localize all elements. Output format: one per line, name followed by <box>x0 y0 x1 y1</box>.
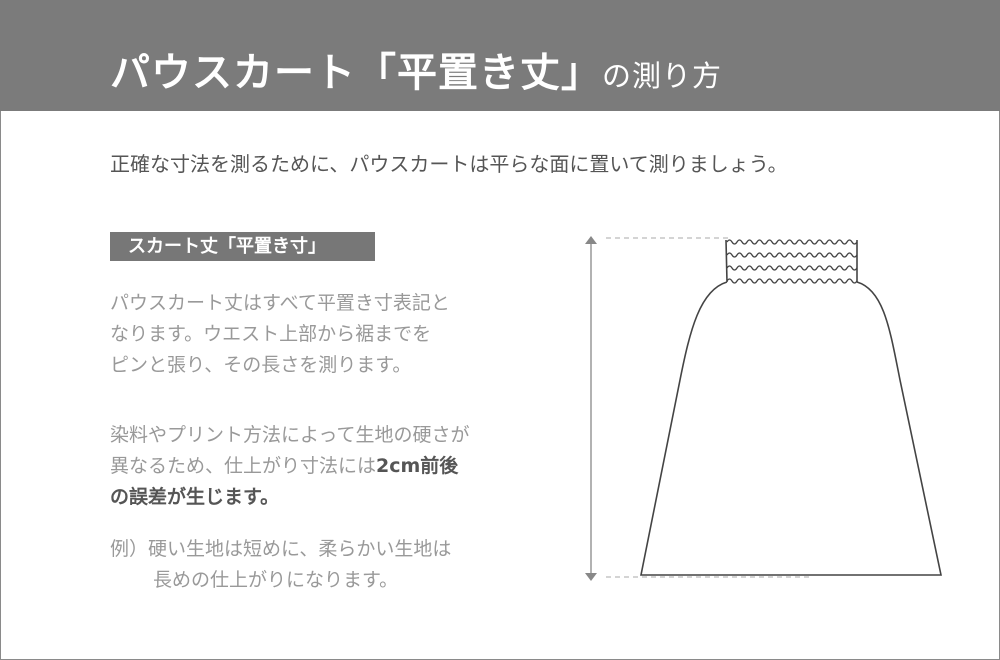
section-label: スカート丈「平置き寸」 <box>110 232 375 261</box>
example-note: 例）硬い生地は短めに、柔らかい生地は 長めの仕上がりになります。 <box>110 538 452 591</box>
skirt-outline <box>640 239 942 576</box>
header-band: パウスカート「平置き丈」の測り方 <box>0 0 1000 111</box>
intro-text: 正確な寸法を測るために、パウスカートは平らな面に置いて測りましょう。 <box>110 152 788 176</box>
tolerance-note: 染料やプリント方法によって生地の硬さが 異なるため、仕上がり寸法には2cm前後 … <box>110 424 470 508</box>
waistband-shirring <box>726 239 858 284</box>
wave-line <box>726 239 858 245</box>
wave-line <box>726 252 858 258</box>
wave-line <box>726 278 858 284</box>
length-arrow <box>585 236 597 581</box>
measure-description: パウスカート丈はすべて平置き寸表記と なります。ウエスト上部から裾までを ピンと張り… <box>110 292 450 376</box>
page-title: パウスカート「平置き丈」の測り方 <box>110 50 723 96</box>
wave-line <box>726 265 858 271</box>
